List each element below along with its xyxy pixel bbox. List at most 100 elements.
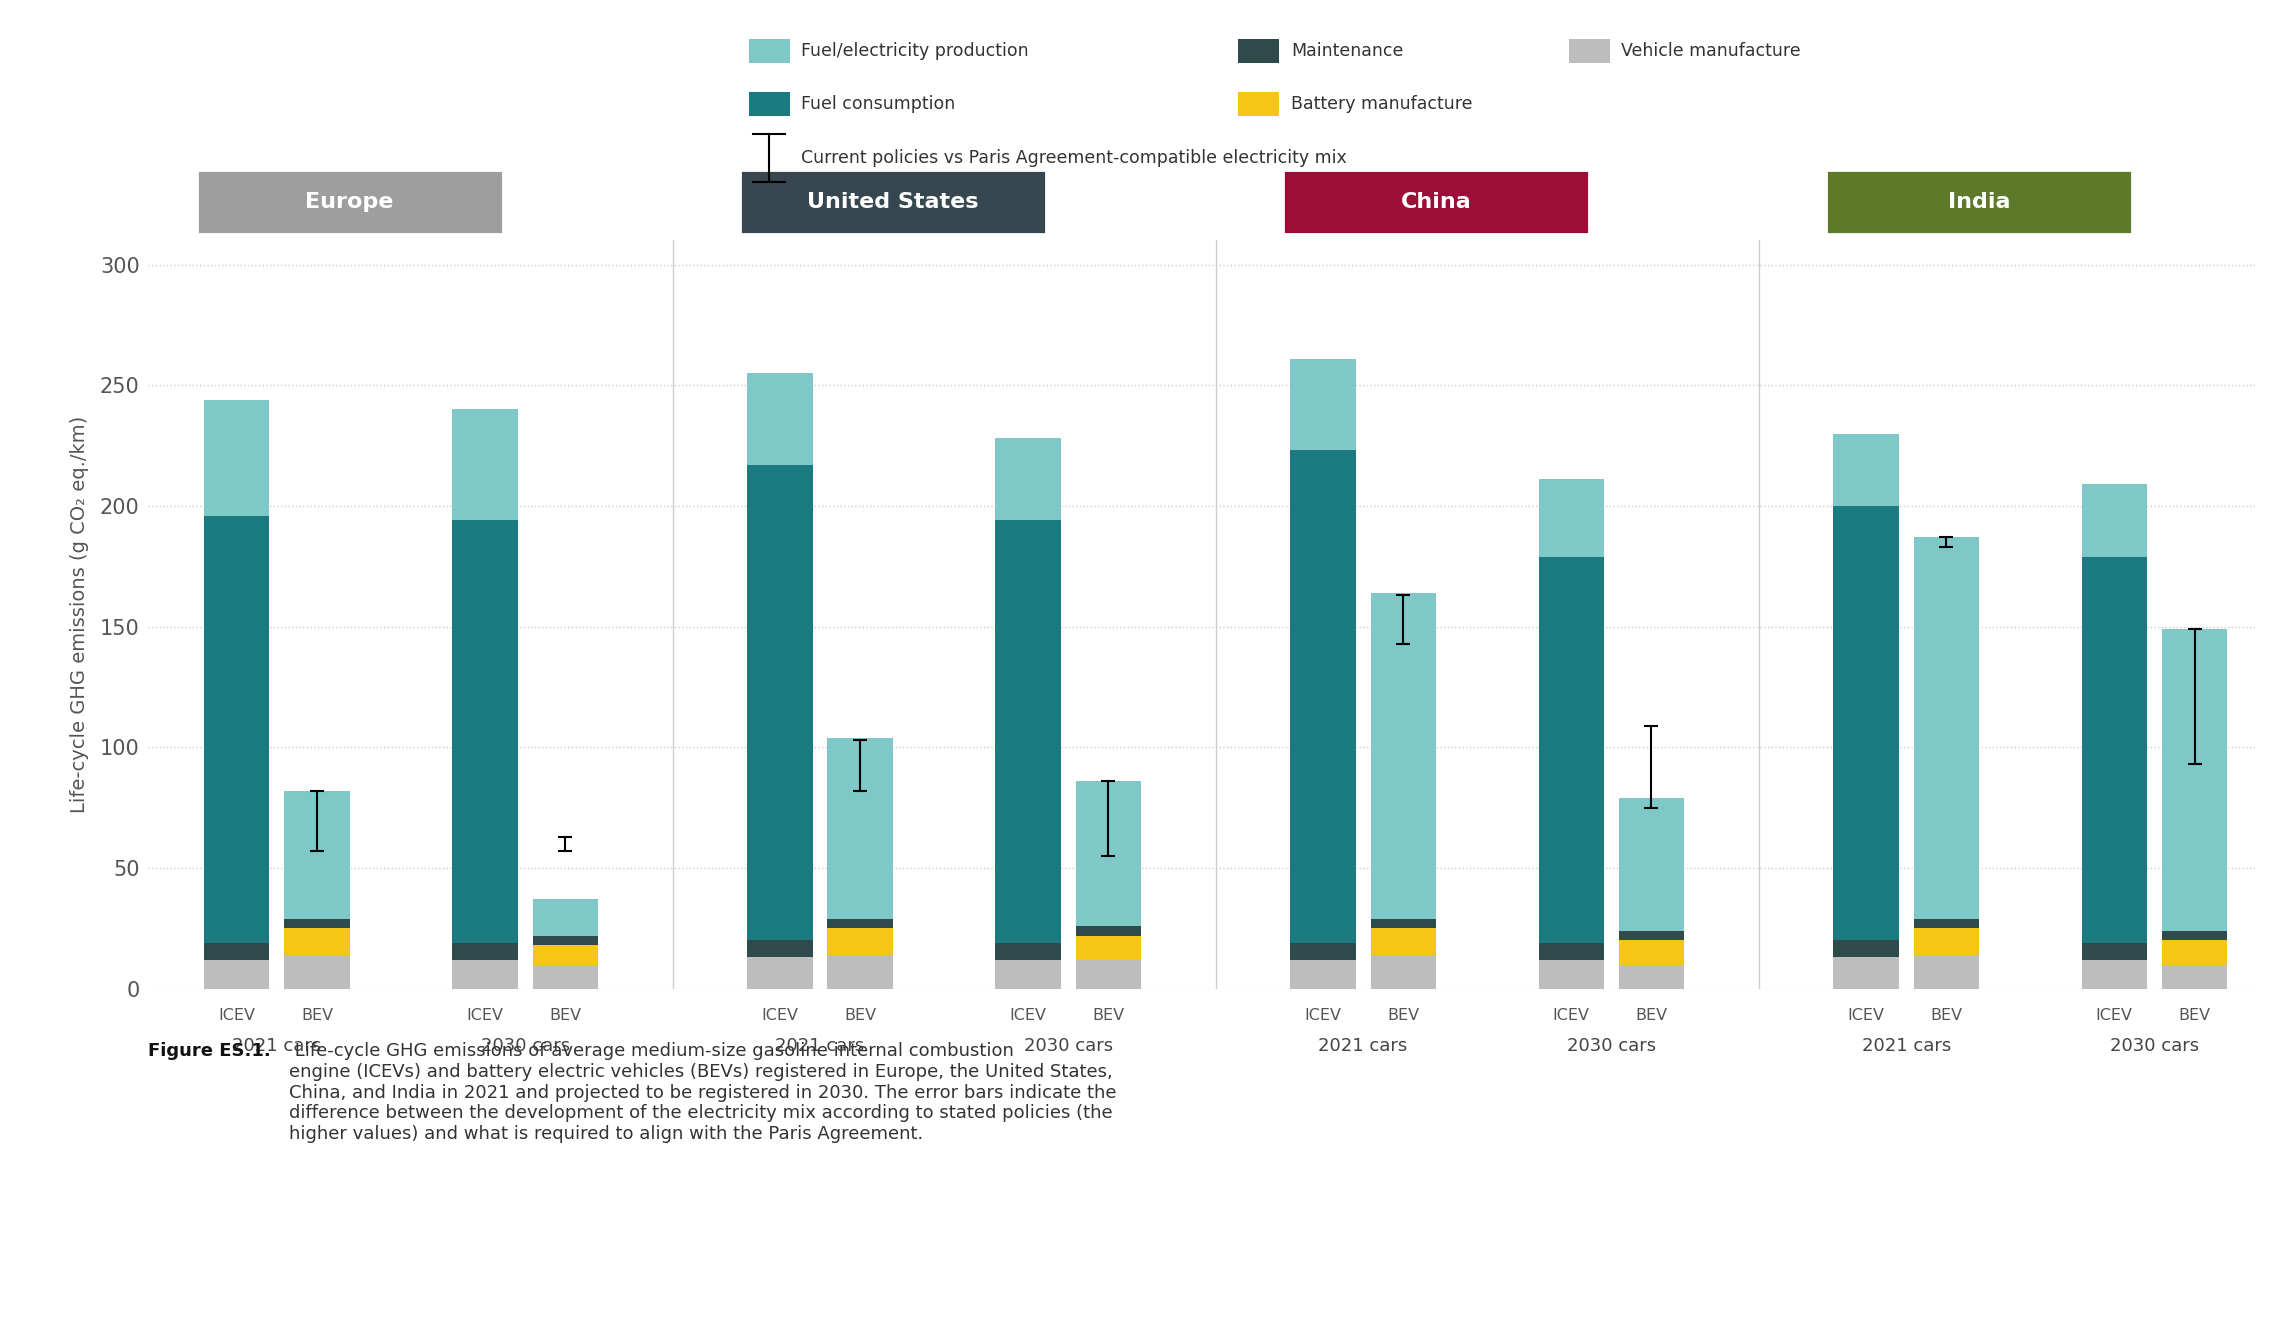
Bar <box>1075 959 1141 989</box>
Bar <box>453 521 517 943</box>
Bar <box>453 943 517 959</box>
Bar <box>205 399 269 516</box>
Text: Europe: Europe <box>305 192 394 211</box>
Text: India: India <box>1948 192 2009 211</box>
Bar <box>2082 484 2146 557</box>
Bar <box>285 919 349 929</box>
Bar <box>533 935 597 945</box>
Bar <box>1075 926 1141 935</box>
Bar <box>1538 557 1604 943</box>
Bar <box>2082 959 2146 989</box>
Bar <box>1538 959 1604 989</box>
Bar <box>1289 450 1355 943</box>
Text: 2021 cars: 2021 cars <box>1319 1037 1408 1055</box>
Bar <box>2082 557 2146 943</box>
Bar <box>747 373 813 465</box>
Bar <box>1620 798 1683 931</box>
Text: United States: United States <box>806 192 980 211</box>
Text: Maintenance: Maintenance <box>1292 41 1403 60</box>
Bar <box>2162 629 2228 931</box>
Bar <box>205 959 269 989</box>
Bar <box>1371 955 1435 989</box>
Text: ICEV: ICEV <box>1009 1007 1046 1023</box>
Bar <box>995 438 1062 521</box>
Y-axis label: Life-cycle GHG emissions (g CO₂ eq./km): Life-cycle GHG emissions (g CO₂ eq./km) <box>71 415 89 814</box>
Bar <box>827 929 893 955</box>
Bar <box>1538 943 1604 959</box>
Bar <box>533 899 597 935</box>
Bar <box>1914 929 1980 955</box>
Text: Battery manufacture: Battery manufacture <box>1292 95 1472 114</box>
Bar <box>453 409 517 521</box>
Text: BEV: BEV <box>1929 1007 1961 1023</box>
Text: BEV: BEV <box>1387 1007 1419 1023</box>
Bar <box>1620 965 1683 989</box>
Text: 2030 cars: 2030 cars <box>1567 1037 1656 1055</box>
Text: BEV: BEV <box>549 1007 581 1023</box>
Text: ICEV: ICEV <box>467 1007 503 1023</box>
Bar <box>1834 506 1900 941</box>
Text: BEV: BEV <box>301 1007 333 1023</box>
Bar <box>1289 959 1355 989</box>
Bar <box>1371 919 1435 929</box>
Bar <box>1371 593 1435 919</box>
Bar <box>1620 931 1683 941</box>
Text: 2021 cars: 2021 cars <box>775 1037 866 1055</box>
Bar <box>1914 537 1980 919</box>
Text: Vehicle manufacture: Vehicle manufacture <box>1622 41 1800 60</box>
Bar <box>1538 480 1604 557</box>
Text: ICEV: ICEV <box>761 1007 797 1023</box>
Text: 2030 cars: 2030 cars <box>481 1037 570 1055</box>
Bar <box>1914 919 1980 929</box>
Bar <box>285 955 349 989</box>
Text: 2021 cars: 2021 cars <box>232 1037 321 1055</box>
Text: BEV: BEV <box>1636 1007 1667 1023</box>
Bar <box>1289 943 1355 959</box>
Bar <box>827 919 893 929</box>
Bar <box>2162 931 2228 941</box>
Bar <box>1289 359 1355 450</box>
Bar <box>1834 434 1900 506</box>
Bar <box>205 516 269 943</box>
Bar <box>453 959 517 989</box>
Bar <box>1834 958 1900 989</box>
Bar <box>747 958 813 989</box>
Text: Fuel/electricity production: Fuel/electricity production <box>802 41 1030 60</box>
Bar <box>1075 782 1141 926</box>
Text: BEV: BEV <box>2178 1007 2210 1023</box>
Bar <box>747 941 813 958</box>
Bar <box>533 965 597 989</box>
Bar <box>285 791 349 919</box>
Text: 2030 cars: 2030 cars <box>1023 1037 1112 1055</box>
Text: ICEV: ICEV <box>1305 1007 1342 1023</box>
Bar <box>827 737 893 919</box>
Bar <box>1075 935 1141 959</box>
Text: Current policies vs Paris Agreement-compatible electricity mix: Current policies vs Paris Agreement-comp… <box>802 148 1346 167</box>
Text: Fuel consumption: Fuel consumption <box>802 95 954 114</box>
Text: ICEV: ICEV <box>1554 1007 1590 1023</box>
Bar <box>827 955 893 989</box>
Bar <box>2162 965 2228 989</box>
Text: Figure ES.1.: Figure ES.1. <box>148 1042 271 1059</box>
Bar <box>747 465 813 941</box>
Bar <box>1914 955 1980 989</box>
Bar <box>2082 943 2146 959</box>
Text: ICEV: ICEV <box>1847 1007 1884 1023</box>
Bar <box>995 521 1062 943</box>
Text: Life-cycle GHG emissions of average medium-size gasoline internal combustion
eng: Life-cycle GHG emissions of average medi… <box>289 1042 1116 1144</box>
Text: BEV: BEV <box>845 1007 877 1023</box>
Text: China: China <box>1401 192 1472 211</box>
Bar <box>995 943 1062 959</box>
Text: BEV: BEV <box>1091 1007 1125 1023</box>
Bar <box>995 959 1062 989</box>
Text: ICEV: ICEV <box>2096 1007 2132 1023</box>
Bar <box>1620 941 1683 965</box>
Text: 2021 cars: 2021 cars <box>1861 1037 1950 1055</box>
Bar <box>1371 929 1435 955</box>
Text: ICEV: ICEV <box>219 1007 255 1023</box>
Bar <box>205 943 269 959</box>
Bar <box>285 929 349 955</box>
Bar <box>1834 941 1900 958</box>
Text: 2030 cars: 2030 cars <box>2109 1037 2198 1055</box>
Bar <box>533 945 597 965</box>
